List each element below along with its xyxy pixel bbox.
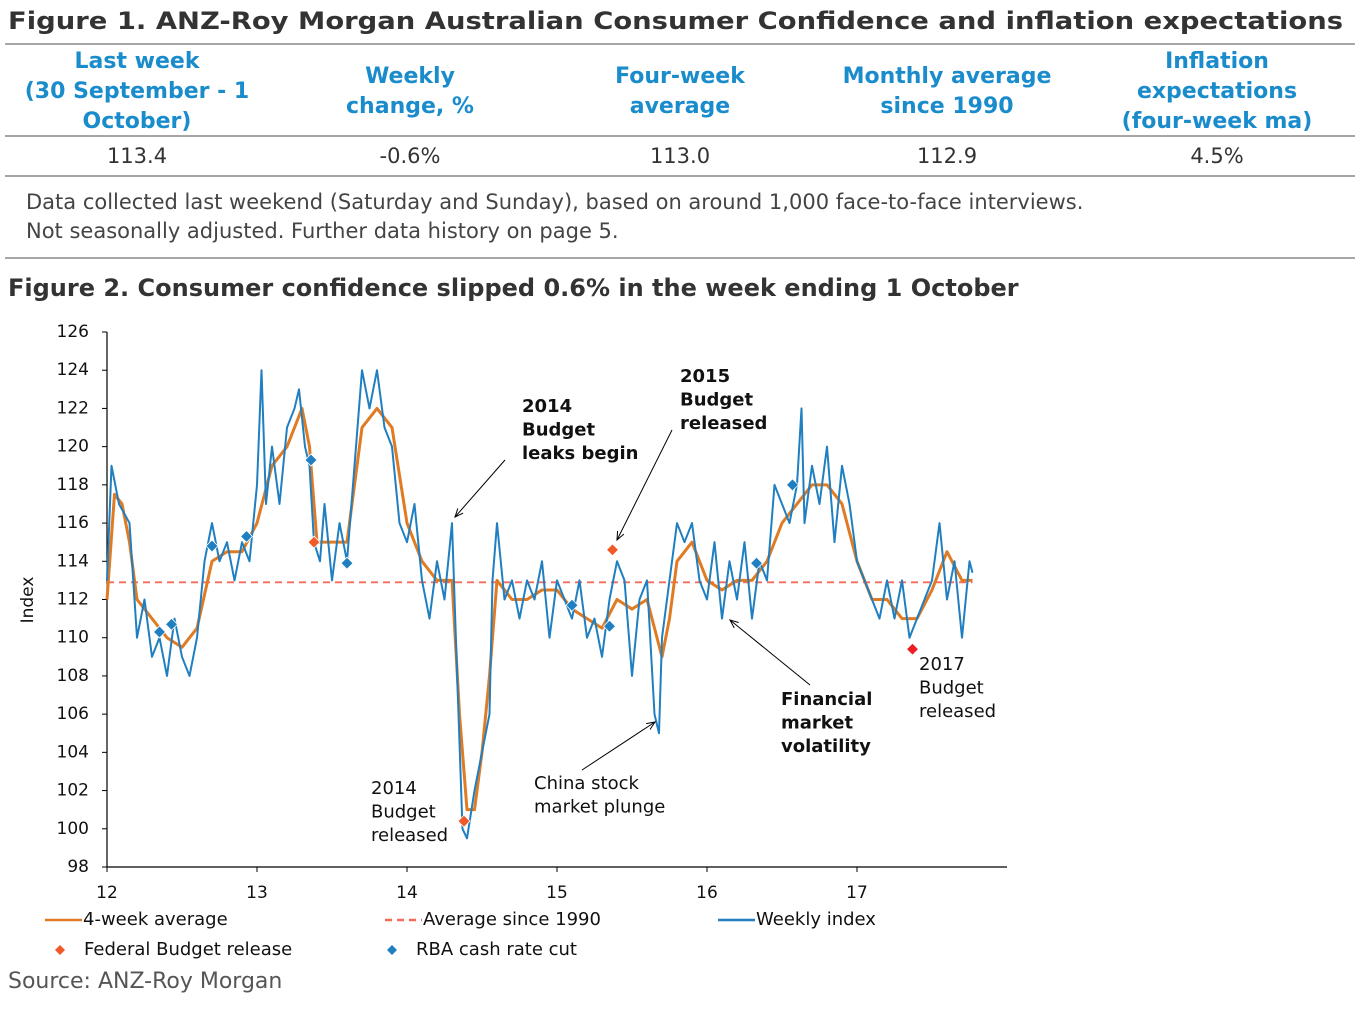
- annotation: volatility: [781, 736, 871, 757]
- table-header: (four-week ma): [1122, 109, 1313, 134]
- annotation: leaks begin: [522, 443, 638, 464]
- legend-label: RBA cash rate cut: [416, 939, 577, 960]
- y-tick-label: 98: [67, 857, 89, 877]
- table-header: Monthly average: [843, 64, 1052, 89]
- y-tick-label: 126: [57, 322, 89, 342]
- y-tick-label: 118: [57, 475, 89, 495]
- y-tick-label: 100: [57, 819, 89, 839]
- legend-label: 4-week average: [83, 909, 228, 930]
- annotation: 2014: [371, 778, 417, 799]
- annotation: Budget: [371, 802, 436, 823]
- table-cell: 113.4: [107, 144, 167, 168]
- marker: [307, 535, 321, 549]
- y-tick-label: 112: [57, 590, 89, 610]
- x-tick-label: 16: [696, 883, 718, 903]
- marker: [749, 556, 764, 570]
- legend-label: Average since 1990: [423, 909, 601, 930]
- figure1-title: Figure 1. ANZ-Roy Morgan Australian Cons…: [8, 7, 1343, 35]
- table-header: Four-week: [615, 64, 746, 89]
- annotation-arrow: [454, 459, 506, 518]
- source: Source: ANZ-Roy Morgan: [8, 969, 282, 994]
- marker: [340, 556, 354, 570]
- annotation-arrow: [616, 429, 673, 541]
- marker: [905, 642, 920, 656]
- table-header: change, %: [346, 94, 474, 119]
- marker: [565, 598, 579, 612]
- y-tick-label: 116: [57, 513, 89, 533]
- note: Data collected last weekend (Saturday an…: [26, 190, 1083, 214]
- arrow-head: [454, 508, 464, 518]
- table-header: since 1990: [880, 94, 1013, 119]
- table-header: average: [630, 94, 730, 119]
- arrow-head: [646, 721, 657, 730]
- annotation-arrow: [581, 721, 656, 771]
- annotation: China stock: [534, 773, 639, 794]
- annotation: market plunge: [534, 797, 665, 818]
- note: Not seasonally adjusted. Further data hi…: [26, 219, 619, 243]
- table-header: Weekly: [365, 64, 455, 89]
- y-tick-label: 108: [57, 666, 89, 686]
- annotation: released: [371, 825, 448, 846]
- table-cell: 4.5%: [1190, 144, 1243, 168]
- arrow-head: [729, 619, 739, 629]
- annotation: 2017: [919, 654, 965, 675]
- table-cell: 113.0: [650, 144, 710, 168]
- legend-label: Weekly index: [756, 909, 876, 930]
- table-header: expectations: [1137, 79, 1297, 104]
- y-tick-label: 110: [57, 628, 89, 648]
- series-line: [106, 369, 974, 840]
- marker: [304, 453, 318, 467]
- y-tick-label: 104: [57, 742, 89, 762]
- arrow-head: [616, 530, 625, 542]
- y-tick-label: 120: [57, 437, 89, 457]
- annotation: 2014: [522, 396, 572, 417]
- x-tick-label: 14: [396, 883, 418, 903]
- marker: [164, 617, 179, 631]
- y-axis-label: Index: [18, 577, 38, 624]
- legend-swatch: [55, 945, 65, 955]
- marker: [152, 625, 167, 639]
- legend-label: Federal Budget release: [84, 939, 292, 960]
- table-header: October): [83, 109, 192, 134]
- y-tick-label: 124: [57, 360, 89, 380]
- table-header: Inflation: [1165, 49, 1269, 74]
- annotation: 2015: [680, 366, 730, 387]
- annotation: Budget: [919, 678, 984, 699]
- annotation-arrow: [729, 619, 811, 686]
- annotation: released: [919, 701, 996, 722]
- y-tick-label: 114: [57, 551, 89, 571]
- x-tick-label: 17: [846, 883, 868, 903]
- x-tick-label: 13: [246, 883, 268, 903]
- table-header: (30 September - 1: [25, 79, 249, 104]
- annotation: Budget: [522, 420, 596, 441]
- table-cell: -0.6%: [380, 144, 441, 168]
- marker: [605, 543, 620, 557]
- x-tick-label: 12: [96, 883, 118, 903]
- x-tick-label: 15: [546, 883, 568, 903]
- annotation: Budget: [680, 390, 754, 411]
- annotation: Financial: [781, 689, 872, 710]
- marker: [205, 539, 219, 553]
- marker: [785, 478, 800, 492]
- table-header: Last week: [75, 49, 201, 74]
- legend-swatch: [387, 945, 397, 955]
- y-tick-label: 106: [57, 704, 89, 724]
- marker: [239, 529, 254, 544]
- marker: [602, 619, 617, 633]
- annotation: released: [680, 413, 767, 434]
- figure2-title: Figure 2. Consumer confidence slipped 0.…: [8, 274, 1019, 302]
- annotation: market: [781, 713, 853, 734]
- y-tick-label: 102: [57, 781, 89, 801]
- table-cell: 112.9: [917, 144, 977, 168]
- y-tick-label: 122: [57, 398, 89, 418]
- marker: [457, 814, 471, 828]
